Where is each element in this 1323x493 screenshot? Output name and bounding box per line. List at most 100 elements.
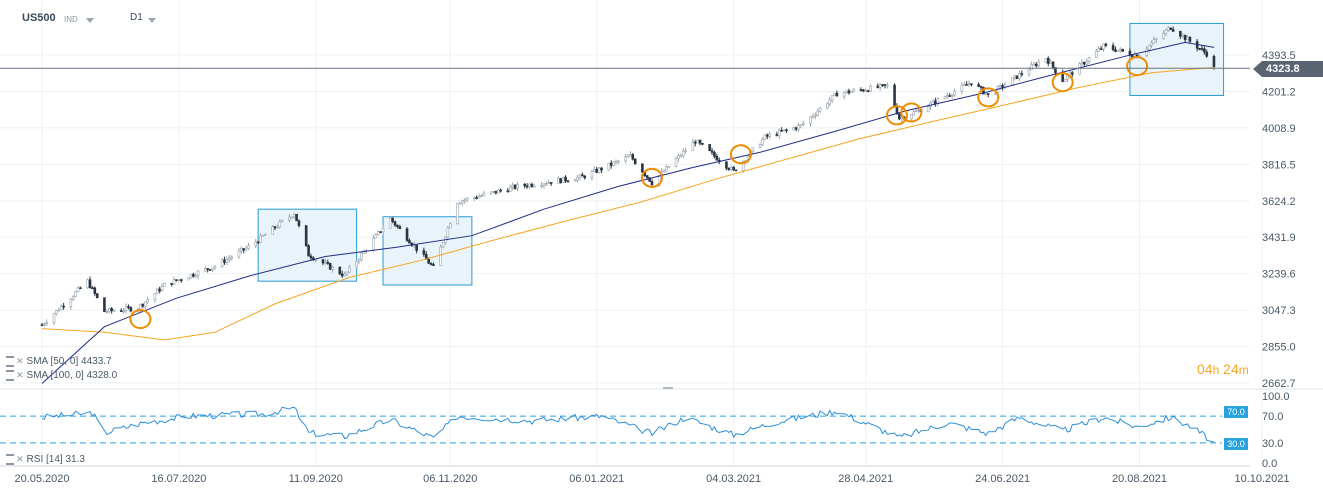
candle-body bbox=[881, 84, 884, 86]
candle-body bbox=[475, 197, 478, 199]
sma100-legend-value: 4328.0 bbox=[86, 370, 118, 382]
close-icon[interactable]: ✕ bbox=[16, 356, 24, 367]
candle-body bbox=[886, 84, 889, 87]
candle-body bbox=[645, 175, 649, 178]
candle-body bbox=[1027, 69, 1031, 75]
sma100-legend[interactable]: ✕ SMA [100, 0] 4328.0 bbox=[6, 370, 117, 381]
price-tick-label: 3047.3 bbox=[1262, 305, 1296, 317]
candle-body bbox=[912, 111, 916, 116]
time-tick-label: 04.03.2021 bbox=[706, 473, 761, 485]
candle-body bbox=[782, 129, 786, 132]
time-tick-label: 16.07.2020 bbox=[151, 473, 206, 485]
pane-resize-handle[interactable] bbox=[663, 387, 673, 389]
rsi-line bbox=[41, 406, 1215, 443]
candle-body bbox=[1049, 61, 1052, 64]
settings-icon[interactable] bbox=[6, 370, 14, 381]
symbol-dropdown-chevron-icon[interactable] bbox=[86, 18, 94, 23]
candle-body bbox=[259, 235, 262, 243]
settings-icon[interactable] bbox=[6, 356, 14, 367]
candle-body bbox=[170, 282, 173, 285]
candle-body bbox=[878, 84, 882, 88]
candle-body bbox=[1145, 48, 1149, 56]
candle-body bbox=[338, 267, 342, 275]
candle-body bbox=[597, 167, 601, 173]
candle-body bbox=[965, 84, 968, 86]
candle-body bbox=[494, 190, 498, 194]
candle-body bbox=[1111, 45, 1115, 50]
candle-body bbox=[211, 267, 214, 271]
candle-body bbox=[206, 268, 210, 270]
annotation-circle bbox=[900, 102, 923, 123]
sma50-legend[interactable]: ✕ SMA [50, 0] 4433.7 bbox=[6, 356, 112, 367]
candle-body bbox=[396, 224, 399, 227]
candle-body bbox=[492, 190, 495, 193]
candle-body bbox=[1066, 75, 1069, 80]
candle-body bbox=[460, 200, 464, 204]
rsi-legend[interactable]: ✕ RSI [14] 31.3 bbox=[6, 454, 85, 465]
candle-body bbox=[934, 100, 937, 104]
close-icon[interactable]: ✕ bbox=[16, 370, 24, 381]
price-axis[interactable]: 4393.5 4201.2 4008.9 3816.5 3624.2 3431.9 3239… bbox=[1262, 50, 1296, 390]
candle-body bbox=[1034, 63, 1038, 67]
candle-body bbox=[1183, 34, 1187, 41]
candle-body bbox=[103, 297, 106, 313]
grid-lines bbox=[0, 0, 1323, 466]
candle-body bbox=[667, 166, 671, 168]
candle-body bbox=[600, 167, 603, 171]
candle-body bbox=[566, 180, 570, 183]
candle-body bbox=[953, 91, 956, 96]
sma50-line bbox=[41, 41, 1215, 384]
candle-body bbox=[898, 113, 901, 120]
candle-body bbox=[499, 189, 503, 192]
candle-body bbox=[1001, 85, 1004, 88]
timeframe-dropdown-chevron-icon[interactable] bbox=[148, 18, 156, 23]
candle-body bbox=[777, 130, 781, 136]
candle-body bbox=[842, 92, 846, 97]
candle-body bbox=[139, 304, 142, 310]
candle-body bbox=[439, 246, 442, 266]
candle-body bbox=[946, 95, 949, 97]
candle-body bbox=[1085, 61, 1088, 65]
candle-body bbox=[741, 161, 745, 171]
candle-body bbox=[175, 279, 178, 281]
candle-body bbox=[69, 298, 73, 307]
symbol-label[interactable]: US500 bbox=[22, 12, 56, 24]
candle-body bbox=[662, 170, 666, 173]
candle-body bbox=[204, 268, 207, 272]
settings-icon[interactable] bbox=[6, 454, 14, 465]
candle-body bbox=[86, 279, 89, 289]
candle-body bbox=[43, 323, 46, 326]
candle-body bbox=[780, 130, 783, 132]
candle-body bbox=[76, 287, 80, 293]
timeframe-label[interactable]: D1 bbox=[130, 12, 143, 23]
candle-body bbox=[917, 109, 920, 112]
candle-body bbox=[374, 234, 378, 239]
candle-body bbox=[962, 84, 966, 86]
candle-body bbox=[1032, 63, 1036, 66]
candle-body bbox=[1010, 77, 1014, 86]
time-axis[interactable]: 20.05.2020 16.07.2020 11.09.2020 06.11.2020… bbox=[0, 465, 1290, 485]
candle-body bbox=[40, 324, 44, 327]
candle-body bbox=[191, 274, 195, 277]
candle-body bbox=[496, 189, 500, 194]
candle-body bbox=[1116, 50, 1120, 52]
candle-body bbox=[1102, 43, 1105, 50]
candle-body bbox=[862, 89, 865, 92]
candle-body bbox=[348, 266, 351, 273]
candle-body bbox=[578, 174, 582, 178]
time-tick-label: 06.11.2020 bbox=[423, 473, 477, 485]
candle-body bbox=[629, 154, 632, 157]
close-icon[interactable]: ✕ bbox=[16, 454, 24, 465]
candle-body bbox=[698, 139, 702, 144]
candle-body bbox=[614, 160, 618, 163]
candle-body bbox=[393, 221, 397, 226]
candle-body bbox=[715, 155, 719, 161]
candle-body bbox=[533, 185, 536, 188]
candle-body bbox=[143, 301, 147, 307]
candle-body bbox=[876, 85, 880, 88]
candle-body bbox=[372, 237, 375, 251]
candle-body bbox=[59, 305, 63, 311]
candle-body bbox=[321, 259, 325, 264]
candle-body bbox=[388, 217, 392, 229]
